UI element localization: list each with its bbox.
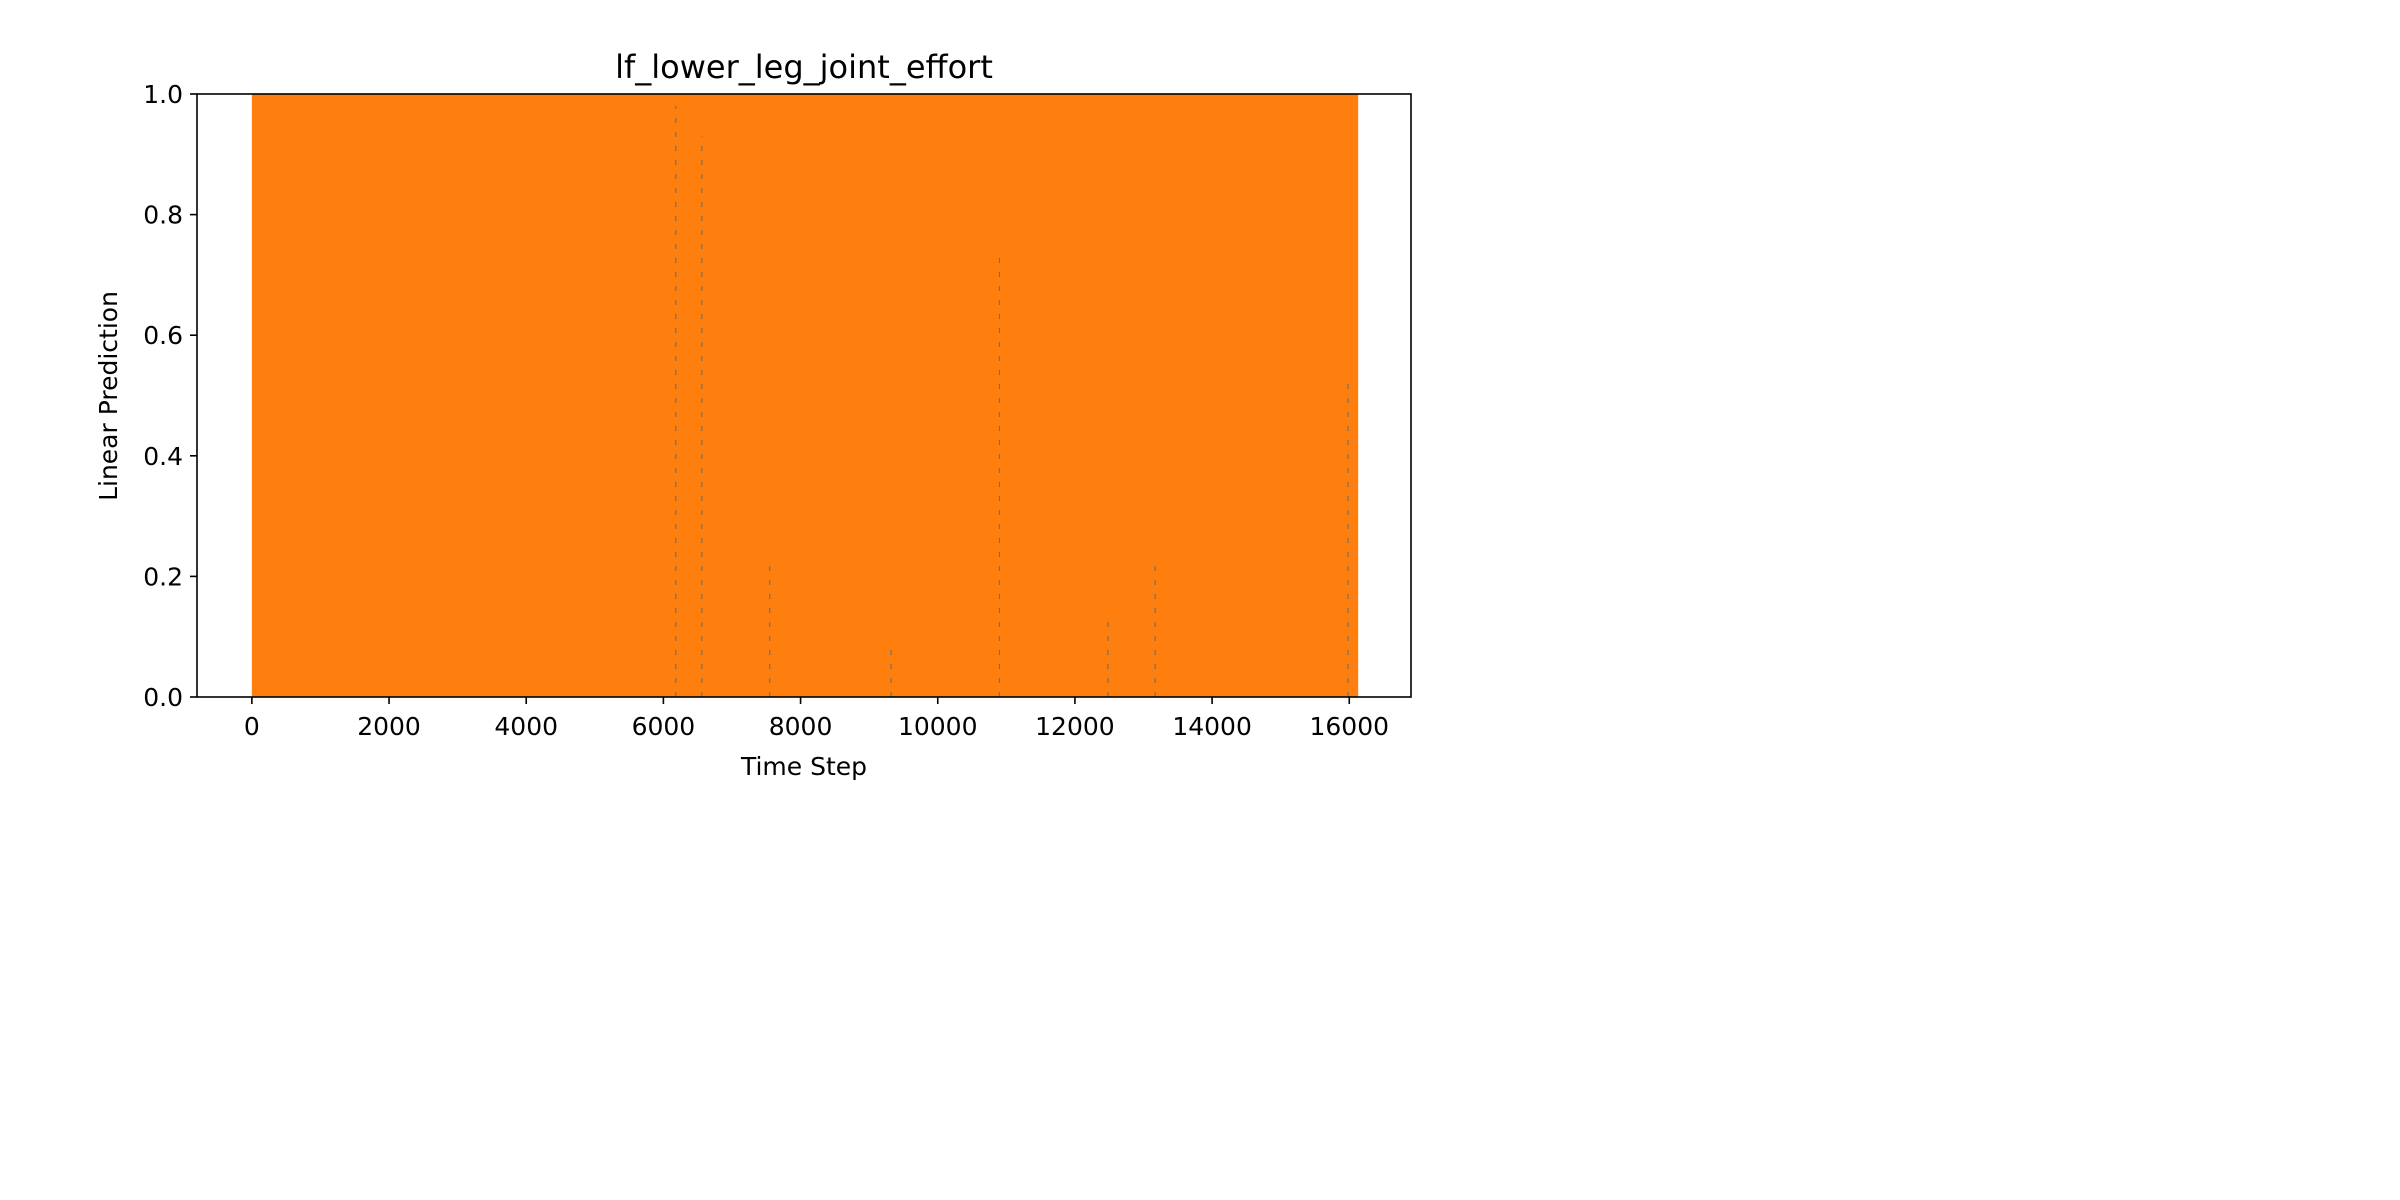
- y-tick-label: 0.0: [143, 683, 183, 712]
- y-tick-label: 0.2: [143, 562, 183, 591]
- series-orange: [251, 94, 1359, 697]
- x-tick-label: 0: [244, 712, 260, 741]
- x-tick-label: 4000: [494, 712, 558, 741]
- x-tick-label: 16000: [1310, 712, 1390, 741]
- x-tick-label: 6000: [632, 712, 696, 741]
- y-tick-label: 0.6: [143, 321, 183, 350]
- series-orange-band: [251, 94, 1359, 697]
- x-axis-ticks: 0 2000 4000 6000 8000 10000 12000 14000 16000: [244, 697, 1389, 741]
- y-axis-ticks: 0.0 0.2 0.4 0.6 0.8 1.0: [143, 80, 197, 712]
- y-axis-label: Linear Prediction: [94, 291, 123, 501]
- x-tick-label: 10000: [898, 712, 978, 741]
- x-tick-label: 2000: [357, 712, 421, 741]
- axes-frame: [196, 93, 1412, 698]
- y-tick-label: 0.8: [143, 201, 183, 230]
- x-tick-label: 12000: [1035, 712, 1115, 741]
- plot-area: [251, 94, 1359, 697]
- x-axis-label: Time Step: [740, 752, 867, 781]
- x-tick-label: 14000: [1172, 712, 1252, 741]
- chart: lf_lower_leg_joint_effort 0 2000 4000 6000 8…: [0, 0, 1546, 782]
- y-tick-label: 1.0: [143, 80, 183, 109]
- y-tick-label: 0.4: [143, 442, 183, 471]
- chart-title: lf_lower_leg_joint_effort: [615, 48, 993, 86]
- x-tick-label: 8000: [769, 712, 833, 741]
